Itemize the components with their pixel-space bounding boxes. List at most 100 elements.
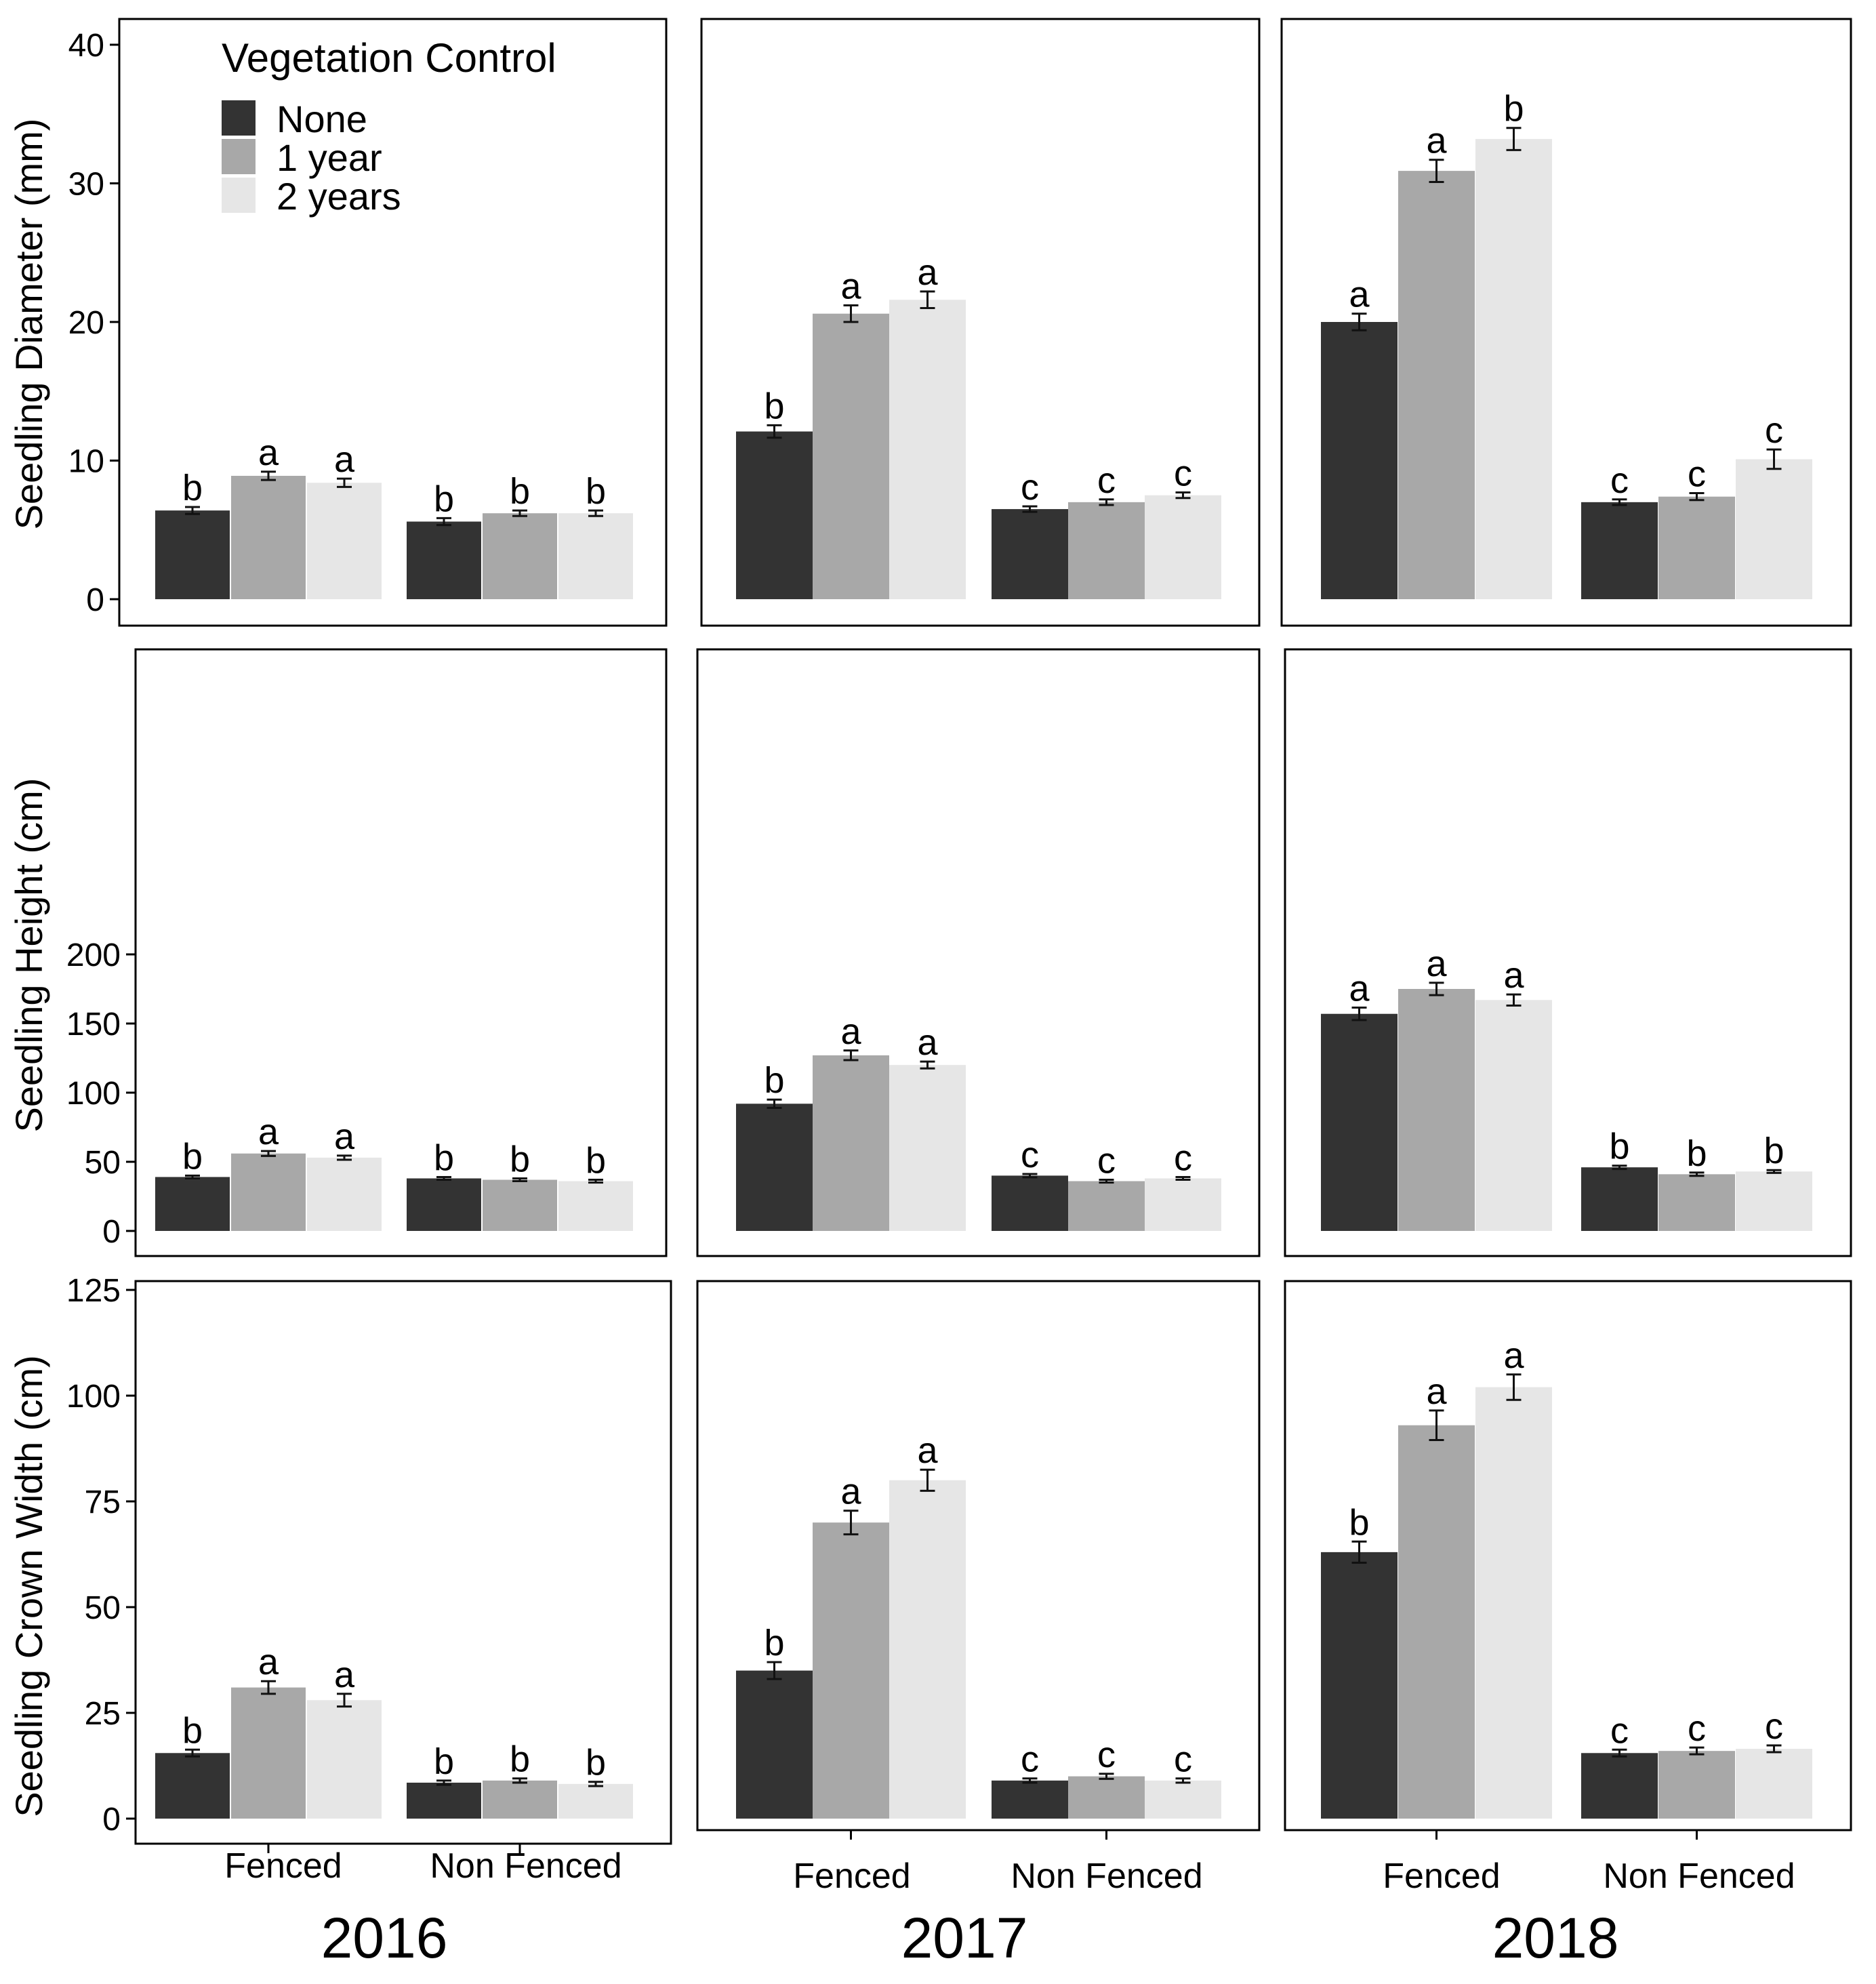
- bar-2017-fenced-two-years: [889, 1065, 966, 1231]
- panel-frame: [696, 648, 1261, 1257]
- bar-2018-non-fenced-none: [1581, 502, 1658, 599]
- sig-letter-2017-non-fenced-none: c: [1021, 1135, 1039, 1175]
- error-bar-2018-fenced-two-years: [1506, 993, 1522, 1007]
- sig-letter-2018-fenced-none: a: [1349, 969, 1370, 1009]
- bar-2016-non-fenced-one-year: [483, 1780, 557, 1819]
- y-tick-label: 10: [68, 444, 104, 480]
- error-bar-2017-fenced-one-year: [843, 304, 859, 323]
- y-tick-label: 75: [85, 1484, 121, 1520]
- error-bar-2017-non-fenced-two-years: [1175, 491, 1191, 500]
- sig-letter-2018-non-fenced-two-years: c: [1765, 1706, 1783, 1747]
- x-label-2016-fenced: Fenced: [224, 1846, 342, 1886]
- panel-2018-height: a b a b a b: [1284, 648, 1852, 1257]
- sig-letter-2016-fenced-two-years: a: [334, 439, 355, 480]
- error-bar-2017-fenced-two-years: [920, 290, 935, 310]
- panel-frame: [1280, 18, 1852, 627]
- sig-letter-2018-non-fenced-two-years: b: [1763, 1131, 1784, 1171]
- error-bar-2018-fenced-one-year: [1429, 1409, 1444, 1442]
- panel-2016-diameter: 0 10 20 30 40 b b a b a b: [68, 18, 668, 627]
- error-bar-2016-non-fenced-one-year: [512, 1177, 527, 1183]
- y-tick-label: 40: [68, 28, 104, 64]
- y-tick-label: 200: [66, 937, 121, 973]
- legend-label-2-years: 2 years: [277, 175, 401, 218]
- error-bar-2018-non-fenced-two-years: [1766, 1744, 1782, 1754]
- bar-2017-non-fenced-none: [992, 509, 1068, 599]
- error-bar-2018-fenced-one-year: [1429, 981, 1444, 996]
- sig-letter-2016-fenced-one-year: a: [258, 432, 279, 473]
- sig-letter-2018-non-fenced-none: b: [1609, 1127, 1629, 1167]
- bar-2018-fenced-one-year: [1398, 171, 1475, 600]
- sig-letter-2016-fenced-one-year: a: [258, 1642, 279, 1682]
- y-tick-label: 50: [85, 1145, 121, 1181]
- bar-2018-non-fenced-one-year: [1658, 1174, 1735, 1231]
- x-label-2017-non-fenced: Non Fenced: [1011, 1857, 1202, 1896]
- panel-frame: [1284, 1280, 1852, 1831]
- panel-frame: [696, 1280, 1261, 1831]
- sig-letter-2018-non-fenced-one-year: b: [1686, 1133, 1707, 1174]
- error-bar-2018-non-fenced-one-year: [1689, 1746, 1705, 1756]
- bar-2016-fenced-none: [155, 510, 230, 599]
- bar-2017-fenced-two-years: [889, 1480, 966, 1819]
- sig-letter-2018-non-fenced-one-year: c: [1688, 1708, 1706, 1749]
- error-bar-2018-fenced-none: [1351, 312, 1367, 331]
- error-bar-2017-fenced-one-year: [843, 1510, 859, 1536]
- bar-2016-non-fenced-one-year: [483, 513, 557, 599]
- y-tick-label: 100: [66, 1076, 121, 1112]
- legend-swatch-2-years: [222, 178, 256, 213]
- panel-frame: [134, 1280, 672, 1845]
- panel-2018-crown-width: b c a c a c: [1284, 1280, 1852, 1840]
- y-tick-label: 50: [85, 1590, 121, 1626]
- error-bar-2018-fenced-one-year: [1429, 159, 1444, 183]
- bar-2016-fenced-two-years: [307, 1157, 382, 1231]
- error-bar-2018-non-fenced-two-years: [1766, 448, 1782, 470]
- sig-letter-2018-fenced-one-year: a: [1426, 944, 1447, 984]
- bar-2017-fenced-none: [736, 431, 813, 599]
- bar-2016-fenced-one-year: [231, 1687, 306, 1819]
- bar-2018-non-fenced-two-years: [1736, 1749, 1812, 1819]
- bar-2016-fenced-one-year: [231, 1153, 306, 1231]
- error-bar-2018-fenced-none: [1351, 1007, 1367, 1021]
- error-bar-2016-non-fenced-none: [436, 1779, 451, 1786]
- legend-label-1-year: 1 year: [277, 136, 382, 179]
- bar-2017-non-fenced-one-year: [1068, 502, 1145, 599]
- panel-2017-height: b c a c a c: [696, 648, 1261, 1257]
- sig-letter-2016-non-fenced-one-year: b: [510, 1739, 530, 1780]
- sig-letter-2017-non-fenced-none: c: [1021, 467, 1039, 508]
- bar-2017-fenced-one-year: [813, 1522, 889, 1819]
- year-label-2018: 2018: [1492, 1906, 1619, 1970]
- y-tick-label: 125: [66, 1273, 121, 1309]
- bar-2017-non-fenced-one-year: [1068, 1776, 1145, 1819]
- sig-letter-2016-non-fenced-two-years: b: [586, 1743, 606, 1783]
- bar-2018-fenced-none: [1321, 322, 1398, 599]
- error-bar-2016-non-fenced-two-years: [588, 1179, 603, 1184]
- y-label-crown-width: Seedling Crown Width (cm): [7, 1355, 50, 1817]
- x-label-2018-fenced: Fenced: [1383, 1857, 1500, 1896]
- panel-2017-crown-width: b c a c a c: [696, 1280, 1261, 1840]
- error-bar-2016-non-fenced-none: [436, 1175, 451, 1181]
- panel-2016-height: 0 50 100 150 200 b b a b a b: [66, 648, 668, 1257]
- error-bar-2018-non-fenced-none: [1612, 1165, 1627, 1171]
- error-bar-2016-fenced-one-year: [261, 1680, 276, 1695]
- panel-frame: [1284, 648, 1852, 1257]
- sig-letter-2016-non-fenced-one-year: b: [510, 471, 530, 512]
- sig-letter-2017-fenced-two-years: a: [917, 252, 938, 293]
- sig-letter-2016-fenced-none: b: [182, 468, 203, 508]
- error-bar-2018-non-fenced-one-year: [1689, 492, 1705, 502]
- error-bar-2017-fenced-two-years: [920, 1060, 935, 1070]
- bar-2018-non-fenced-none: [1581, 1753, 1658, 1819]
- sig-letter-2016-non-fenced-two-years: b: [586, 1141, 606, 1181]
- y-tick-label: 150: [66, 1007, 121, 1042]
- error-bar-2017-fenced-none: [767, 424, 782, 439]
- error-bar-2017-non-fenced-two-years: [1175, 1777, 1191, 1784]
- error-bar-2017-non-fenced-one-year: [1099, 1179, 1114, 1184]
- bar-2017-non-fenced-none: [992, 1780, 1068, 1819]
- bar-2016-non-fenced-none: [407, 521, 481, 599]
- sig-letter-2016-non-fenced-one-year: b: [510, 1139, 530, 1179]
- sig-letter-2018-fenced-none: b: [1349, 1502, 1369, 1543]
- bar-2017-non-fenced-one-year: [1068, 1181, 1145, 1231]
- x-label-2017-fenced: Fenced: [793, 1857, 910, 1896]
- year-label-2017: 2017: [901, 1906, 1028, 1970]
- bar-2017-fenced-one-year: [813, 313, 889, 599]
- sig-letter-2016-non-fenced-none: b: [434, 1137, 454, 1178]
